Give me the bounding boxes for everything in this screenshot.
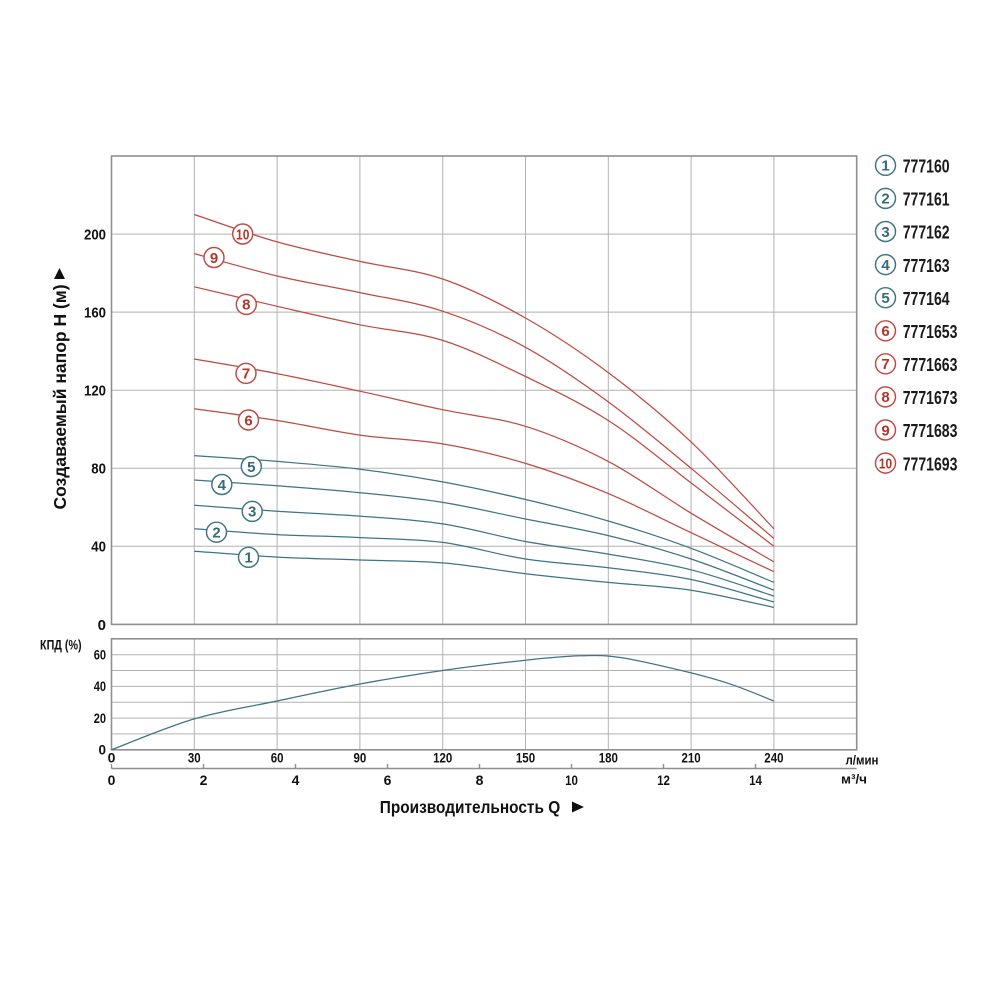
svg-text:150: 150 [516, 750, 535, 766]
svg-text:777164: 777164 [903, 289, 950, 309]
svg-text:Создаваемый напор Н (м): Создаваемый напор Н (м) [50, 284, 70, 509]
svg-text:7771683: 7771683 [903, 421, 958, 441]
svg-text:3: 3 [248, 504, 256, 521]
svg-text:1: 1 [244, 550, 252, 567]
svg-text:7: 7 [242, 366, 250, 383]
svg-text:90: 90 [354, 750, 367, 766]
svg-text:9: 9 [881, 422, 889, 439]
svg-text:7771663: 7771663 [903, 355, 958, 375]
svg-text:120: 120 [433, 750, 452, 766]
svg-text:7771693: 7771693 [903, 454, 958, 474]
svg-text:9: 9 [210, 250, 218, 267]
svg-text:30: 30 [188, 750, 201, 766]
svg-text:777160: 777160 [903, 157, 950, 177]
svg-text:777162: 777162 [903, 223, 950, 243]
svg-text:200: 200 [84, 227, 106, 244]
svg-text:6: 6 [244, 412, 252, 429]
svg-text:120: 120 [84, 383, 106, 400]
svg-text:л/мин: л/мин [846, 754, 879, 768]
svg-text:10: 10 [236, 226, 249, 243]
svg-text:60: 60 [94, 648, 106, 663]
svg-text:4: 4 [881, 257, 890, 274]
svg-text:0: 0 [98, 743, 106, 758]
svg-text:7: 7 [881, 356, 889, 373]
svg-text:180: 180 [599, 750, 618, 766]
svg-text:3: 3 [881, 224, 889, 241]
svg-text:0: 0 [108, 772, 116, 788]
svg-text:7771673: 7771673 [903, 388, 958, 408]
svg-text:20: 20 [94, 711, 106, 726]
svg-text:80: 80 [91, 461, 106, 478]
svg-text:0: 0 [98, 617, 106, 634]
svg-text:14: 14 [749, 772, 762, 788]
svg-text:5: 5 [881, 290, 889, 307]
svg-text:12: 12 [657, 772, 670, 788]
svg-text:2: 2 [881, 191, 889, 208]
svg-text:4: 4 [292, 772, 300, 788]
svg-text:4: 4 [218, 477, 227, 494]
svg-text:777163: 777163 [903, 256, 950, 276]
svg-text:40: 40 [91, 539, 106, 556]
svg-text:10: 10 [879, 455, 892, 472]
svg-text:60: 60 [271, 750, 284, 766]
svg-text:777161: 777161 [903, 190, 950, 210]
svg-text:40: 40 [94, 679, 106, 694]
svg-text:8: 8 [476, 772, 484, 788]
svg-text:1: 1 [881, 158, 889, 175]
svg-text:6: 6 [881, 323, 889, 340]
svg-text:2: 2 [200, 772, 208, 788]
svg-text:КПД (%): КПД (%) [40, 637, 82, 653]
svg-text:10: 10 [565, 772, 578, 788]
svg-text:210: 210 [682, 750, 701, 766]
svg-text:7771653: 7771653 [903, 322, 958, 342]
svg-text:Производительность Q: Производительность Q [380, 797, 560, 817]
svg-text:0: 0 [108, 750, 116, 766]
svg-text:2: 2 [212, 525, 220, 542]
svg-text:6: 6 [384, 772, 392, 788]
svg-text:240: 240 [764, 750, 783, 766]
svg-text:8: 8 [881, 389, 889, 406]
svg-text:8: 8 [242, 297, 250, 314]
svg-text:м³/ч: м³/ч [841, 773, 867, 787]
svg-text:160: 160 [84, 305, 106, 322]
svg-text:5: 5 [247, 459, 255, 476]
